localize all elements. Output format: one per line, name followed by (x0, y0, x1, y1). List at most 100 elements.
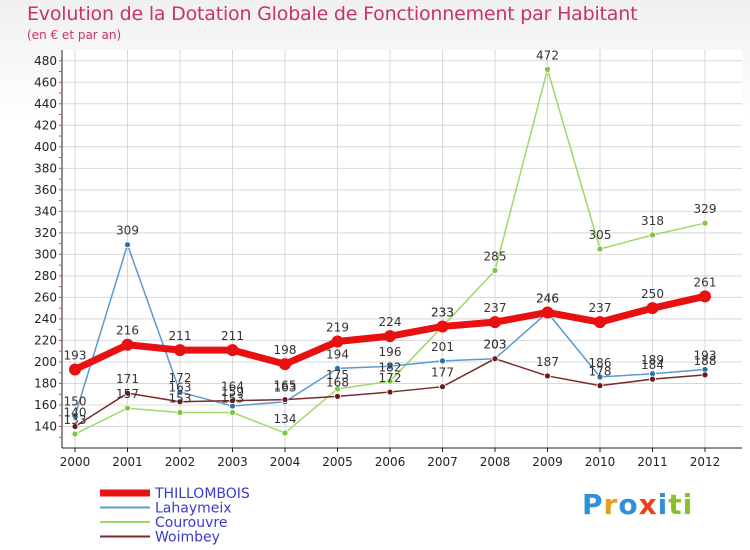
data-label-thillombois: 246 (536, 291, 559, 305)
data-point-woimbey (386, 388, 394, 396)
data-label-thillombois: 211 (221, 329, 244, 343)
data-label-woimbey: 172 (379, 371, 402, 385)
data-label-lahaymeix: 196 (379, 345, 402, 359)
data-label-lahaymeix: 150 (64, 395, 87, 409)
x-tick-label: 2001 (112, 455, 143, 469)
data-label-courouvre: 153 (169, 392, 192, 406)
data-point-thillombois (384, 330, 396, 343)
data-label-courouvre: 329 (694, 202, 717, 216)
data-point-thillombois (436, 320, 449, 333)
data-point-lahaymeix (386, 362, 394, 370)
data-label-thillombois: 237 (484, 301, 507, 315)
y-tick-label: 380 (34, 161, 57, 175)
x-tick-label: 2010 (585, 455, 616, 469)
logo-letter: r (603, 488, 619, 521)
data-label-thillombois: 216 (116, 324, 139, 338)
data-point-thillombois (174, 344, 186, 357)
data-label-woimbey: 184 (641, 358, 664, 372)
data-point-courouvre (229, 409, 236, 416)
x-tick-label: 2006 (375, 455, 406, 469)
data-label-woimbey: 163 (169, 381, 192, 395)
data-point-thillombois (646, 302, 659, 315)
data-point-lahaymeix (124, 241, 131, 249)
y-tick-label: 220 (34, 333, 57, 347)
data-point-courouvre (176, 409, 184, 416)
data-label-courouvre: 182 (379, 360, 402, 374)
data-point-courouvre (596, 245, 604, 253)
proxiti-logo: Proxiti (582, 488, 693, 521)
y-tick-label: 340 (34, 204, 57, 218)
data-label-thillombois: 193 (64, 348, 87, 362)
data-point-thillombois (594, 316, 606, 329)
data-point-thillombois (279, 358, 291, 371)
data-label-lahaymeix: 201 (431, 340, 454, 354)
data-label-woimbey: 187 (536, 355, 559, 369)
data-point-lahaymeix (334, 364, 341, 372)
data-label-courouvre: 134 (274, 412, 297, 426)
data-point-woimbey (649, 375, 656, 383)
y-tick-label: 400 (34, 140, 57, 154)
data-label-thillombois: 233 (431, 305, 454, 319)
legend-label-lahaymeix: Lahaymeix (155, 501, 232, 517)
data-point-courouvre (491, 267, 499, 274)
x-tick-label: 2011 (637, 455, 668, 469)
data-point-courouvre (334, 385, 341, 393)
data-label-woimbey: 164 (221, 380, 244, 394)
plot-area (62, 50, 742, 448)
data-label-lahaymeix: 194 (326, 347, 349, 361)
data-label-thillombois: 211 (169, 329, 192, 343)
x-tick-label: 2002 (165, 455, 196, 469)
data-label-thillombois: 224 (379, 315, 402, 329)
data-label-woimbey: 177 (431, 366, 454, 380)
data-point-woimbey (124, 389, 131, 397)
y-tick-label: 320 (34, 226, 57, 240)
data-label-woimbey: 165 (274, 379, 297, 393)
x-tick-label: 2009 (532, 455, 563, 469)
data-point-woimbey (544, 372, 551, 380)
data-label-lahaymeix: 203 (484, 338, 507, 352)
x-tick-label: 2004 (270, 455, 301, 469)
legend-label-woimbey: Woimbey (155, 530, 220, 546)
logo-letter: P (582, 488, 604, 521)
data-label-lahaymeix: 189 (641, 353, 664, 367)
y-tick-label: 160 (34, 398, 57, 412)
data-label-courouvre: 472 (536, 48, 559, 62)
legend-label-courouvre: Courouvre (155, 515, 227, 531)
y-tick-label: 180 (34, 376, 57, 390)
y-tick-label: 240 (34, 312, 57, 326)
x-tick-label: 2005 (322, 455, 353, 469)
data-point-woimbey (71, 423, 79, 430)
data-label-thillombois: 250 (641, 287, 664, 301)
data-label-thillombois: 198 (274, 343, 297, 357)
data-label-courouvre: 157 (116, 387, 139, 401)
y-tick-label: 300 (34, 247, 57, 261)
data-point-woimbey (491, 355, 499, 363)
data-label-lahaymeix: 309 (116, 224, 139, 238)
data-point-woimbey (596, 382, 604, 390)
data-point-courouvre (544, 65, 551, 73)
data-point-woimbey (229, 397, 236, 405)
chart-title: Evolution de la Dotation Globale de Fonc… (27, 3, 638, 25)
data-label-courouvre: 318 (641, 214, 664, 228)
x-tick-label: 2008 (480, 455, 511, 469)
data-label-lahaymeix: 172 (169, 371, 192, 385)
data-label-courouvre: 153 (221, 392, 244, 406)
data-label-thillombois: 237 (589, 301, 612, 315)
data-point-thillombois (541, 306, 554, 319)
data-point-thillombois (226, 344, 239, 357)
data-label-lahaymeix: 186 (589, 356, 612, 370)
data-point-woimbey (334, 392, 341, 400)
y-tick-label: 140 (34, 419, 57, 433)
chart-subtitle: (en € et par an) (27, 28, 122, 42)
data-point-woimbey (176, 398, 184, 406)
data-label-woimbey: 140 (64, 405, 87, 419)
data-label-courouvre: 233 (431, 305, 454, 319)
logo-letter: x (638, 488, 658, 521)
data-label-thillombois: 261 (694, 275, 717, 289)
data-point-courouvre (124, 404, 131, 412)
data-point-thillombois (331, 335, 344, 348)
logo-letter: i (657, 488, 669, 521)
data-point-woimbey (701, 371, 709, 379)
